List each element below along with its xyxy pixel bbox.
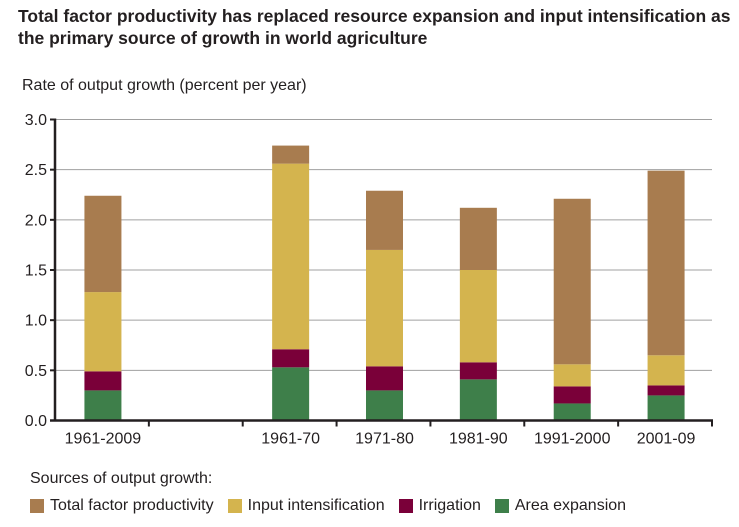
bar-segment-input-intensification	[84, 292, 122, 372]
legend-swatch	[494, 499, 509, 513]
chart-title: Total factor productivity has replaced r…	[18, 6, 731, 48]
y-tick-label: 3.0	[25, 112, 47, 129]
bar-segment-input-intensification	[647, 355, 685, 386]
bar-segment-input-intensification	[553, 364, 591, 387]
bar-segment-total-factor-productivity	[84, 195, 122, 293]
legend-label: Irrigation	[418, 497, 481, 514]
bar-segment-area-expansion	[272, 367, 310, 421]
bar-segment-area-expansion	[84, 390, 122, 421]
bar-segment-irrigation	[84, 371, 122, 391]
bar-segment-irrigation	[553, 386, 591, 404]
bar-segment-area-expansion	[366, 390, 403, 421]
legend-swatch	[30, 499, 44, 513]
y-tick-label: 0.5	[25, 363, 47, 380]
y-tick-label: 0.0	[25, 413, 47, 430]
bar-segment-input-intensification	[459, 270, 497, 363]
bar-segment-input-intensification	[366, 249, 403, 367]
legend: Total factor productivity Input intensifi…	[30, 497, 640, 515]
bar-segment-irrigation	[459, 362, 497, 380]
bar-segment-area-expansion	[647, 395, 685, 421]
x-tick-label: 1961-70	[261, 431, 320, 448]
legend-label: Input intensification	[247, 497, 385, 514]
bar-segment-total-factor-productivity	[366, 190, 403, 250]
bar-segment-total-factor-productivity	[459, 207, 497, 270]
x-tick-label: 1991-2000	[534, 431, 611, 448]
legend-item: Total factor productivity	[30, 497, 214, 515]
bar-segment-area-expansion	[553, 403, 591, 421]
bar-segment-irrigation	[647, 385, 685, 396]
x-tick-label: 2001-09	[637, 431, 696, 448]
legend-label: Area expansion	[514, 497, 627, 514]
x-tick-label: 1971-80	[355, 431, 414, 448]
bar-segment-total-factor-productivity	[272, 145, 310, 164]
bar-segment-area-expansion	[459, 379, 497, 421]
y-axis-label: Rate of output growth (percent per year)	[22, 77, 307, 94]
legend-swatch	[227, 499, 242, 513]
x-tick-label: 1961-2009	[65, 431, 142, 448]
bar-segment-irrigation	[366, 366, 403, 391]
y-tick-label: 1.0	[25, 313, 47, 330]
bar-segment-irrigation	[272, 349, 310, 368]
legend-title: Sources of output growth:	[30, 470, 213, 487]
bar-segment-total-factor-productivity	[553, 198, 591, 365]
legend-item: Area expansion	[494, 497, 627, 515]
bar-segment-total-factor-productivity	[647, 170, 685, 356]
y-tick-label: 2.0	[25, 212, 47, 229]
legend-item: Input intensification	[227, 497, 385, 515]
legend-swatch	[398, 499, 413, 513]
bar-segment-input-intensification	[272, 163, 310, 350]
x-tick-label: 1981-90	[449, 431, 508, 448]
y-tick-label: 1.5	[25, 263, 47, 280]
legend-item: Irrigation	[398, 497, 481, 515]
legend-label: Total factor productivity	[50, 497, 214, 514]
y-tick-label: 2.5	[25, 162, 47, 179]
